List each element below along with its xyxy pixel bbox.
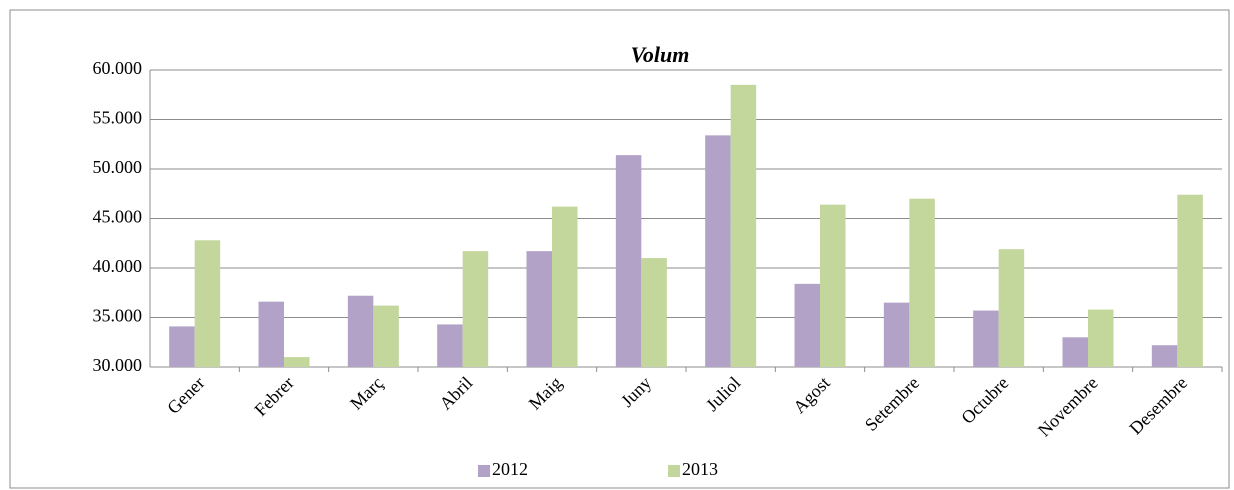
legend-label: 2013	[682, 459, 718, 479]
bar	[258, 301, 284, 367]
bar	[909, 198, 935, 367]
bar	[169, 326, 195, 367]
y-tick-label: 60.000	[93, 58, 143, 78]
bar	[973, 310, 999, 367]
bar	[883, 302, 910, 367]
bar	[794, 283, 820, 367]
bar	[437, 324, 463, 367]
bar	[462, 251, 489, 367]
bar	[194, 240, 221, 367]
y-tick-label: 40.000	[93, 256, 143, 276]
bar	[284, 357, 310, 367]
bar	[998, 249, 1025, 367]
bar	[615, 155, 642, 367]
y-tick-label: 30.000	[93, 355, 143, 375]
bar	[373, 305, 399, 367]
bar	[705, 135, 731, 367]
legend-label: 2012	[492, 459, 528, 479]
legend-swatch	[478, 465, 490, 477]
bar	[347, 295, 374, 367]
y-tick-label: 50.000	[93, 157, 143, 177]
bar	[820, 204, 846, 367]
bar	[730, 84, 757, 367]
y-tick-label: 35.000	[93, 306, 143, 326]
bar	[641, 258, 667, 367]
y-tick-label: 45.000	[93, 207, 143, 227]
bar	[1151, 345, 1178, 367]
bar	[1088, 309, 1114, 367]
legend-swatch	[668, 465, 680, 477]
bar	[526, 251, 552, 367]
chart-title: Volum	[631, 42, 690, 67]
y-tick-label: 55.000	[93, 108, 143, 128]
bar	[1062, 337, 1088, 367]
bar	[1177, 194, 1203, 367]
bar	[552, 206, 578, 367]
